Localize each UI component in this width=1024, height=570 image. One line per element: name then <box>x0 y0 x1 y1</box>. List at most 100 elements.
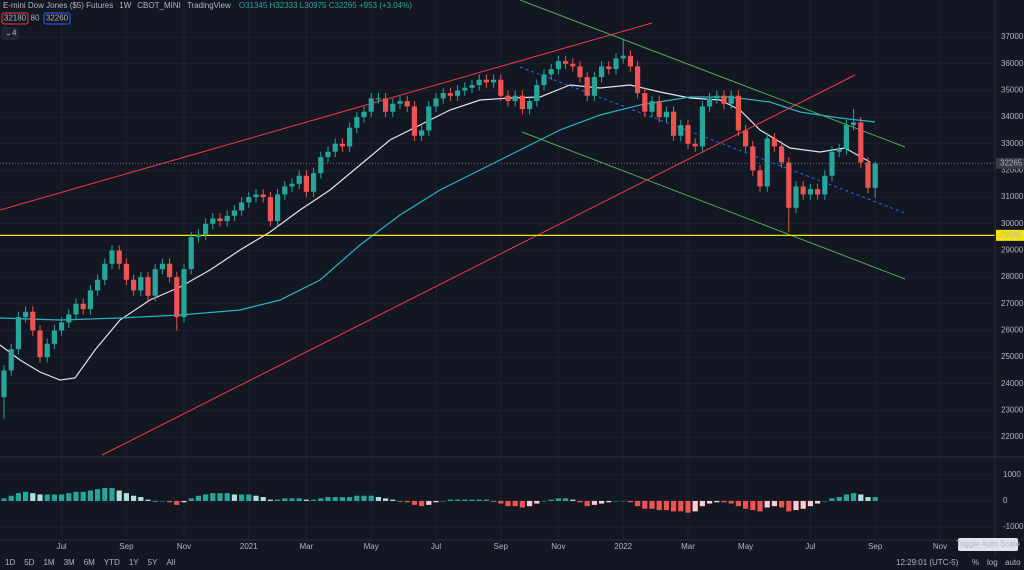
histogram-bar <box>167 500 173 503</box>
range-button[interactable]: 3M <box>64 558 75 567</box>
histogram-bar <box>534 500 540 504</box>
candle-body <box>707 98 713 107</box>
tooltip: Toggle Auto Scale <box>956 540 1021 549</box>
ask[interactable]: 32260 <box>46 14 69 23</box>
range-button[interactable]: 1M <box>43 558 54 567</box>
x-tick-label: Nov <box>551 542 565 551</box>
candle-body <box>339 143 345 147</box>
histogram-bar <box>519 500 525 508</box>
candle-body <box>447 93 453 96</box>
y-tick-label: 31000 <box>1001 192 1024 201</box>
candle-body <box>66 314 72 323</box>
histogram-bar <box>411 500 417 505</box>
histogram-bar <box>59 494 65 501</box>
histogram-bar <box>282 498 288 501</box>
histogram-bar <box>692 500 698 512</box>
candle-body <box>159 263 165 270</box>
histogram-bar <box>800 500 806 509</box>
histogram-bar <box>131 495 137 501</box>
interval: 1W <box>119 1 131 10</box>
histogram-bar <box>779 500 785 508</box>
range-button[interactable]: 5Y <box>148 558 158 567</box>
x-tick-label: Mar <box>681 542 695 551</box>
candle-body <box>30 311 36 331</box>
candle-body <box>721 95 727 104</box>
histogram-bar <box>44 494 50 501</box>
histogram-bar <box>354 495 360 501</box>
histogram-bar <box>325 497 331 501</box>
candle-body <box>433 98 439 107</box>
histogram-bar <box>851 493 857 501</box>
y-tick-label: 22000 <box>1001 432 1024 441</box>
candle-body <box>347 127 353 147</box>
candle-body <box>368 98 374 112</box>
histogram-bar <box>728 500 734 504</box>
candle-body <box>59 322 65 331</box>
candle-body <box>534 85 540 102</box>
candle-body <box>714 95 720 99</box>
y-tick-label: 25000 <box>1001 352 1024 361</box>
histogram-bar <box>491 500 497 502</box>
ask-box[interactable] <box>43 12 71 25</box>
tooltip-box <box>958 538 1018 551</box>
candle-body <box>671 111 677 136</box>
candle-body <box>138 277 144 291</box>
histogram-bar <box>591 500 597 505</box>
y-tick-label: 36000 <box>1001 59 1024 68</box>
candle-body <box>649 101 655 112</box>
range-button[interactable]: 1D <box>5 558 15 567</box>
candle-body <box>692 143 698 147</box>
candle-body <box>188 237 194 270</box>
scale-button[interactable]: % <box>972 558 979 567</box>
histogram-bar <box>764 500 770 508</box>
candle-body <box>779 146 785 163</box>
candle-body <box>87 290 93 310</box>
candle-body <box>1 370 7 398</box>
histogram-bar <box>584 500 590 507</box>
x-tick-label: May <box>738 542 753 551</box>
histogram-bar <box>339 497 345 501</box>
candle-body <box>167 263 173 278</box>
scale-button[interactable]: auto <box>1005 558 1021 567</box>
candle-body <box>642 93 648 112</box>
scale-button[interactable]: log <box>987 558 998 567</box>
histogram-bar <box>390 499 396 501</box>
collapse-box[interactable] <box>1 27 19 40</box>
candle-body <box>843 125 849 150</box>
histogram-bar <box>440 500 446 502</box>
range-button[interactable]: YTD <box>104 558 120 567</box>
collapse-count[interactable]: 4 <box>12 29 17 38</box>
collapse-icon[interactable]: ⌄ <box>5 29 12 38</box>
candle-body <box>584 77 590 96</box>
histogram-bar <box>8 495 14 501</box>
candle-body <box>606 66 612 70</box>
candle-body <box>311 173 317 192</box>
candle-body <box>512 95 518 102</box>
candle-body <box>231 210 237 216</box>
histogram-bar <box>267 499 273 501</box>
histogram-bar <box>462 499 468 501</box>
range-button[interactable]: All <box>166 558 175 567</box>
candle-body <box>390 103 396 112</box>
candle-body <box>800 186 806 195</box>
x-tick-label: Jul <box>56 542 66 551</box>
histogram-bar <box>383 498 389 501</box>
exchange: CBOT_MINI <box>137 1 181 10</box>
candle-body <box>786 162 792 208</box>
y-tick-label: 37000 <box>1001 32 1024 41</box>
histogram-bar <box>368 495 374 501</box>
range-button[interactable]: 5D <box>24 558 34 567</box>
candle-body <box>483 79 489 83</box>
x-tick-label: May <box>364 542 379 551</box>
candle-body <box>318 157 324 174</box>
range-button[interactable]: 6M <box>84 558 95 567</box>
candle-body <box>325 151 331 158</box>
histogram-bar <box>793 500 799 511</box>
candle-body <box>872 163 878 188</box>
range-button[interactable]: 1Y <box>129 558 139 567</box>
channel-line <box>519 0 906 148</box>
bid[interactable]: 32180 <box>4 14 27 23</box>
bid-box[interactable] <box>1 12 29 25</box>
histogram-bar <box>807 500 813 507</box>
